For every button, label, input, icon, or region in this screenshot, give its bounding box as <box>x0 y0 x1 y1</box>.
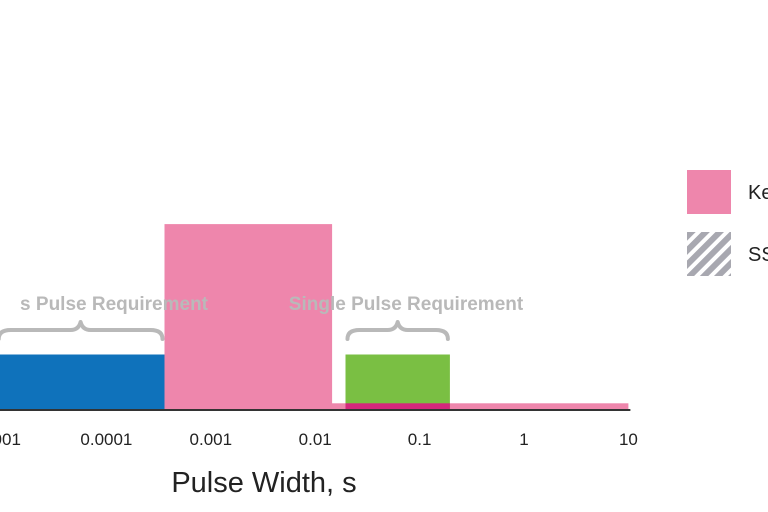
annotations: s Pulse Requirement Single Pulse Requirem… <box>0 294 524 341</box>
legend-label: Ke <box>748 182 768 204</box>
x-tick-label: 1 <box>519 430 528 449</box>
legend-swatch <box>687 232 731 276</box>
annotation-label: Single Pulse Requirement <box>289 294 524 315</box>
legend: Ke SS <box>687 170 768 276</box>
x-axis-label: Pulse Width, s <box>171 467 356 499</box>
bar-magenta-overlap <box>345 403 450 410</box>
annotation-brace <box>345 320 450 341</box>
annotation-brace <box>0 320 165 341</box>
bar-pink-low <box>332 403 629 410</box>
bars-layer <box>0 224 629 410</box>
x-tick-labels: 0001 0.0001 0.001 0.01 0.1 1 10 <box>0 430 638 449</box>
x-tick-label: 0001 <box>0 430 21 449</box>
bar-blue-range <box>0 354 165 410</box>
legend-swatch <box>687 170 731 214</box>
annotation-label: s Pulse Requirement <box>20 294 209 315</box>
x-tick-label: 0.0001 <box>80 430 132 449</box>
bar-pink-tall <box>164 224 333 410</box>
legend-label: SS <box>748 244 768 266</box>
x-tick-label: 0.001 <box>190 430 233 449</box>
x-tick-label: 0.1 <box>408 430 432 449</box>
bar-green-range <box>345 354 450 410</box>
x-tick-label: 0.01 <box>299 430 332 449</box>
x-tick-label: 10 <box>619 430 638 449</box>
